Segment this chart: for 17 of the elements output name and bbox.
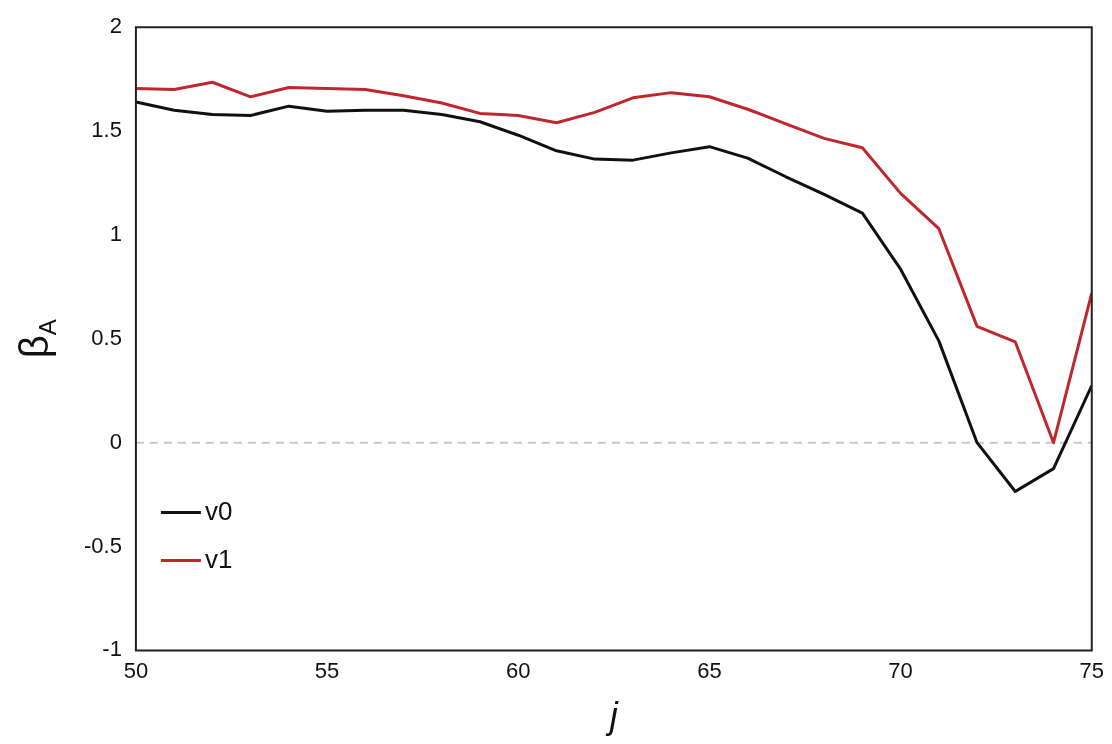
x-axis-title: j [604,695,619,737]
y-tick-label: 0.5 [91,324,122,350]
x-tick-label: 50 [123,657,149,683]
legend-label: v0 [204,495,233,526]
x-tick-label: 60 [506,657,531,683]
x-tick-label: 65 [697,657,722,683]
y-tick-label: 1.5 [91,117,122,143]
y-tick-label: 1 [109,221,122,246]
y-tick-label: -1 [102,636,122,662]
x-tick-label: 70 [888,657,913,683]
legend-label: v1 [204,543,233,574]
y-axis-title: βA [12,319,61,359]
x-tick-label: 75 [1079,657,1105,683]
y-tick-label: 2 [109,13,122,39]
y-tick-label: -0.5 [83,532,122,558]
x-tick-label: 55 [314,657,340,683]
y-tick-label: 0 [109,428,122,454]
